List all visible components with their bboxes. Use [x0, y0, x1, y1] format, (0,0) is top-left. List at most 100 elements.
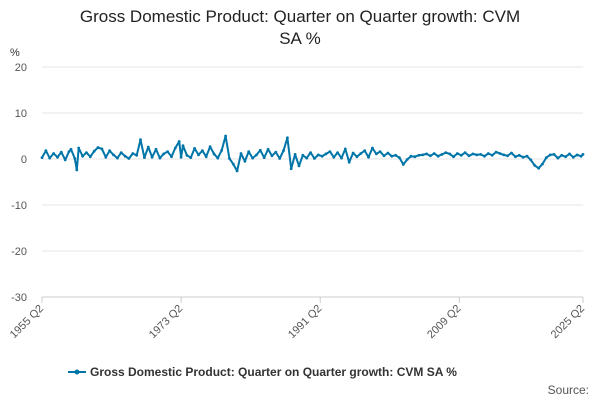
- data-point[interactable]: [581, 153, 585, 156]
- data-point[interactable]: [552, 153, 556, 156]
- data-point[interactable]: [231, 162, 235, 166]
- data-point[interactable]: [409, 154, 413, 158]
- data-point[interactable]: [517, 153, 521, 157]
- data-point[interactable]: [40, 156, 44, 160]
- data-point[interactable]: [44, 149, 48, 153]
- data-point[interactable]: [85, 151, 88, 155]
- data-point[interactable]: [92, 149, 96, 153]
- data-point[interactable]: [541, 162, 544, 166]
- data-point[interactable]: [170, 155, 173, 159]
- data-point[interactable]: [146, 145, 150, 149]
- data-point[interactable]: [158, 156, 162, 160]
- data-point[interactable]: [239, 152, 243, 155]
- data-point[interactable]: [417, 153, 421, 157]
- data-point[interactable]: [56, 155, 59, 159]
- data-point[interactable]: [193, 147, 197, 150]
- data-point[interactable]: [289, 167, 293, 171]
- data-point[interactable]: [347, 160, 351, 164]
- data-point[interactable]: [181, 144, 185, 148]
- data-point[interactable]: [177, 140, 181, 143]
- data-point[interactable]: [394, 153, 397, 157]
- data-point[interactable]: [293, 153, 297, 156]
- data-point[interactable]: [502, 153, 506, 157]
- data-point[interactable]: [548, 153, 552, 157]
- data-point[interactable]: [67, 150, 71, 154]
- data-point[interactable]: [116, 156, 119, 160]
- data-point[interactable]: [112, 153, 115, 157]
- data-point[interactable]: [386, 151, 390, 155]
- data-point[interactable]: [459, 153, 463, 157]
- data-point[interactable]: [483, 154, 486, 158]
- data-point[interactable]: [220, 148, 224, 152]
- data-point[interactable]: [81, 154, 84, 158]
- data-point[interactable]: [456, 152, 459, 155]
- data-point[interactable]: [228, 157, 231, 160]
- data-point[interactable]: [336, 151, 339, 155]
- data-point[interactable]: [127, 157, 131, 160]
- data-point[interactable]: [429, 154, 432, 158]
- data-point[interactable]: [486, 152, 490, 155]
- data-point[interactable]: [104, 155, 108, 159]
- data-point[interactable]: [197, 153, 200, 157]
- data-point[interactable]: [471, 152, 475, 156]
- data-point[interactable]: [525, 154, 529, 158]
- data-point[interactable]: [401, 163, 405, 166]
- data-point[interactable]: [154, 147, 158, 151]
- data-point[interactable]: [243, 159, 247, 163]
- data-point[interactable]: [255, 153, 258, 157]
- data-point[interactable]: [359, 152, 363, 155]
- data-point[interactable]: [568, 152, 571, 156]
- data-point[interactable]: [316, 153, 320, 157]
- data-point[interactable]: [571, 155, 575, 159]
- data-point[interactable]: [564, 155, 567, 159]
- data-point[interactable]: [266, 147, 270, 151]
- data-point[interactable]: [69, 147, 73, 151]
- data-point[interactable]: [421, 153, 424, 157]
- data-point[interactable]: [270, 154, 274, 158]
- data-point[interactable]: [189, 156, 193, 160]
- data-point[interactable]: [179, 155, 183, 159]
- data-point[interactable]: [262, 156, 266, 160]
- data-point[interactable]: [309, 151, 312, 155]
- data-point[interactable]: [498, 152, 502, 155]
- data-point[interactable]: [490, 153, 494, 157]
- data-point[interactable]: [436, 154, 440, 158]
- data-point[interactable]: [514, 155, 517, 159]
- data-point[interactable]: [560, 153, 564, 157]
- data-point[interactable]: [343, 147, 347, 151]
- data-point[interactable]: [313, 157, 316, 160]
- data-point[interactable]: [382, 154, 386, 158]
- data-point[interactable]: [390, 154, 394, 158]
- data-point[interactable]: [150, 155, 154, 159]
- data-point[interactable]: [212, 152, 216, 156]
- data-point[interactable]: [510, 151, 513, 155]
- data-point[interactable]: [305, 156, 309, 160]
- data-point[interactable]: [521, 155, 525, 159]
- data-point[interactable]: [88, 155, 92, 159]
- data-point[interactable]: [185, 153, 189, 157]
- data-point[interactable]: [444, 151, 448, 155]
- data-point[interactable]: [328, 150, 332, 154]
- data-point[interactable]: [556, 156, 560, 160]
- data-point[interactable]: [75, 168, 79, 172]
- data-point[interactable]: [143, 156, 146, 160]
- data-point[interactable]: [467, 154, 471, 158]
- data-point[interactable]: [282, 149, 285, 153]
- data-point[interactable]: [398, 156, 401, 160]
- data-point[interactable]: [425, 152, 428, 156]
- data-point[interactable]: [96, 146, 100, 149]
- data-point[interactable]: [204, 155, 208, 159]
- data-point[interactable]: [100, 147, 104, 151]
- data-point[interactable]: [108, 149, 111, 153]
- data-point[interactable]: [173, 146, 177, 150]
- data-point[interactable]: [73, 157, 77, 160]
- data-point[interactable]: [286, 136, 289, 140]
- data-point[interactable]: [131, 152, 135, 155]
- data-point[interactable]: [529, 158, 533, 162]
- data-point[interactable]: [258, 148, 262, 152]
- data-point[interactable]: [274, 150, 278, 154]
- data-point[interactable]: [320, 154, 324, 158]
- data-point[interactable]: [432, 152, 436, 155]
- data-point[interactable]: [351, 151, 355, 155]
- data-point[interactable]: [224, 134, 228, 138]
